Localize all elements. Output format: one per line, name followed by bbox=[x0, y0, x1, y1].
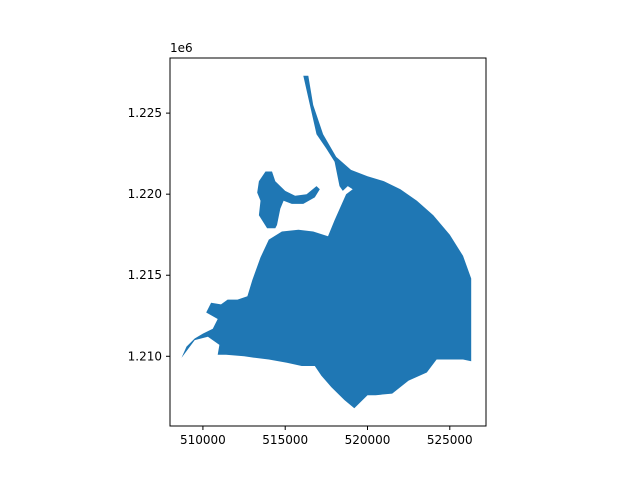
y-tick-label: 1.210 bbox=[128, 349, 162, 363]
x-tick-label: 510000 bbox=[180, 433, 226, 447]
y-tick-label: 1.220 bbox=[128, 187, 162, 201]
x-tick-label: 520000 bbox=[345, 433, 391, 447]
y-tick-label: 1.215 bbox=[128, 268, 162, 282]
x-tick-label: 515000 bbox=[262, 433, 308, 447]
y-tick-label: 1.225 bbox=[128, 106, 162, 120]
x-tick-label: 525000 bbox=[427, 433, 473, 447]
y-offset-label: 1e6 bbox=[170, 41, 193, 55]
